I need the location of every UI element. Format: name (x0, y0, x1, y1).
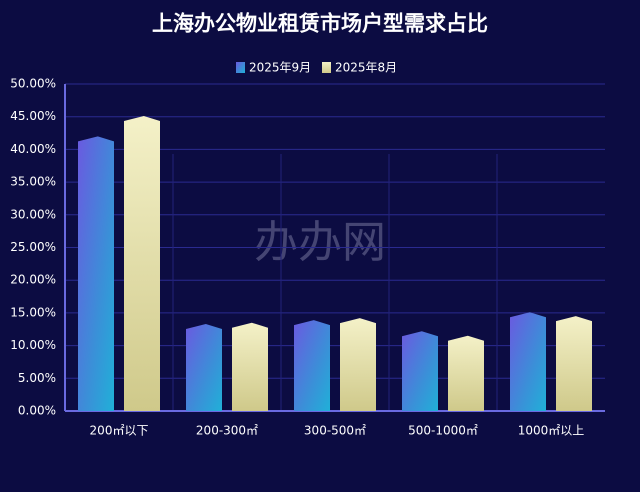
bar (448, 335, 484, 411)
y-tick-label: 5.00% (18, 371, 56, 385)
x-tick-label: 200㎡以下 (90, 424, 149, 438)
bar (186, 324, 222, 411)
y-tick-label: 40.00% (10, 142, 56, 156)
x-tick-label: 200-300㎡ (196, 424, 258, 438)
y-tick-label: 20.00% (10, 273, 56, 287)
legend-label: 2025年8月 (335, 61, 397, 75)
bar (124, 116, 160, 412)
y-tick-label: 30.00% (10, 207, 56, 221)
y-tick-label: 0.00% (18, 404, 56, 418)
x-tick-label: 300-500㎡ (304, 424, 366, 438)
x-tick-label: 500-1000㎡ (408, 424, 478, 438)
bar (232, 322, 268, 411)
bar (402, 331, 438, 411)
y-tick-label: 25.00% (10, 240, 56, 254)
bar (294, 320, 330, 411)
y-tick-label: 50.00% (10, 77, 56, 91)
y-tick-label: 10.00% (10, 338, 56, 352)
legend-swatch (236, 62, 245, 73)
y-tick-label: 35.00% (10, 175, 56, 189)
bar (340, 318, 376, 411)
legend-swatch (322, 62, 331, 73)
y-tick-label: 45.00% (10, 109, 56, 123)
bar (78, 136, 114, 411)
bar (510, 312, 546, 411)
bar (556, 316, 592, 411)
chart-title: 上海办公物业租赁市场户型需求占比 (152, 11, 488, 36)
watermark: 办办网 (254, 217, 386, 268)
legend-label: 2025年9月 (249, 61, 311, 75)
y-tick-label: 15.00% (10, 305, 56, 319)
x-tick-label: 1000㎡以上 (518, 424, 585, 438)
